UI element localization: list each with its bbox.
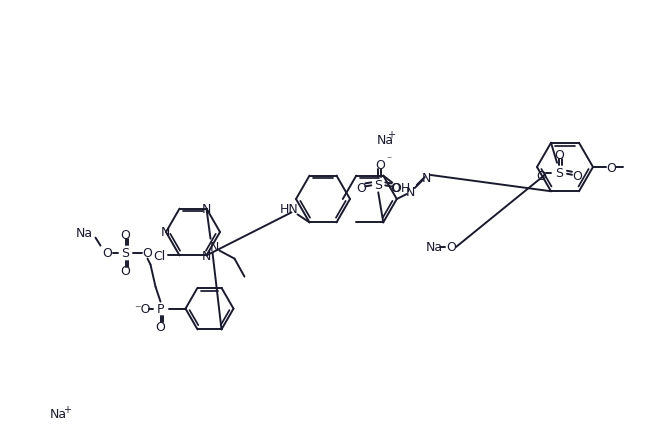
Text: OH: OH <box>392 182 411 194</box>
Text: O: O <box>446 241 456 254</box>
Text: O: O <box>375 159 385 172</box>
Text: N: N <box>202 249 211 262</box>
Text: S: S <box>121 247 130 260</box>
Text: Na: Na <box>75 226 92 240</box>
Text: +: + <box>387 130 395 140</box>
Text: Na: Na <box>376 134 394 147</box>
Text: ⁻O: ⁻O <box>134 302 151 315</box>
Text: N: N <box>422 171 432 184</box>
Text: S: S <box>374 178 383 191</box>
Text: Cl: Cl <box>153 249 166 262</box>
Text: HN: HN <box>280 202 299 215</box>
Text: N: N <box>160 226 170 239</box>
Text: Na: Na <box>426 241 443 254</box>
Text: ⁻: ⁻ <box>386 155 392 165</box>
Text: O: O <box>536 170 546 183</box>
Text: O: O <box>121 265 130 278</box>
Text: O: O <box>554 149 564 162</box>
Text: O: O <box>390 181 400 194</box>
Text: O: O <box>156 320 166 333</box>
Text: N: N <box>202 203 211 215</box>
Text: O: O <box>606 161 616 174</box>
Text: O: O <box>103 247 113 260</box>
Text: +: + <box>63 404 71 414</box>
Text: N: N <box>406 185 415 198</box>
Text: O: O <box>356 181 366 194</box>
Text: O: O <box>121 229 130 242</box>
Text: P: P <box>157 302 164 315</box>
Text: S: S <box>555 167 563 180</box>
Text: O: O <box>572 170 582 183</box>
Text: N: N <box>210 240 219 254</box>
Text: Na: Na <box>50 408 67 420</box>
Text: O: O <box>143 247 153 260</box>
